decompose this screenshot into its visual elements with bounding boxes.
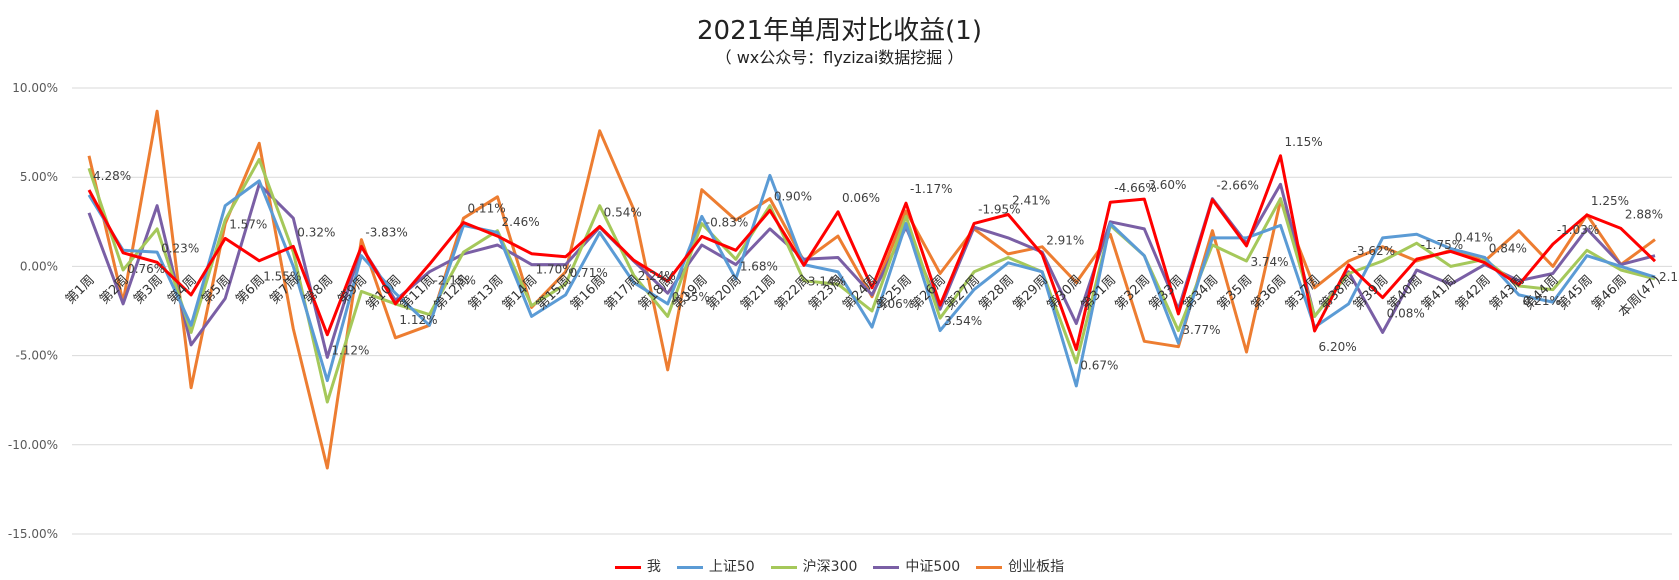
series-line-2: [87, 157, 1656, 404]
series-line-3: [87, 182, 1656, 359]
data-label: 2.88%: [1625, 207, 1663, 221]
y-tick-label: -15.00%: [8, 527, 58, 541]
legend-swatch: [976, 565, 1003, 569]
series-line-0: [87, 154, 1657, 351]
data-label: -3.83%: [365, 225, 407, 239]
x-tick-label: 第3周: [131, 273, 166, 308]
y-axis: 10.00% 5.00% 0.00% -5.00% -10.00% -15.00%: [8, 81, 58, 541]
legend-item: 中证500: [873, 556, 960, 576]
chart-subtitle: （ wx公众号：flyzizai数据挖掘 ）: [715, 48, 964, 67]
legend-swatch: [676, 565, 703, 569]
data-label: 2.13%: [1659, 270, 1679, 284]
line-chart: 10.00% 5.00% 0.00% -5.00% -10.00% -15.00% 4.2…: [8, 81, 1679, 541]
data-labels: 4.28% 0.76% 0.23% 1.57% 1.55% 0.32% 1.12% -3.83…: [93, 135, 1679, 373]
y-tick-label: -10.00%: [8, 438, 58, 452]
data-label: 0.06%: [842, 191, 880, 205]
data-label: -4.66%: [1114, 181, 1156, 195]
legend-label: 中证500: [905, 559, 961, 575]
data-label: 1.57%: [229, 217, 267, 231]
data-label: 0.84%: [1489, 242, 1527, 256]
y-tick-label: -5.00%: [16, 349, 58, 363]
x-tick-label: 第28周: [976, 273, 1017, 314]
x-tick-label: 第17周: [602, 273, 643, 314]
legend-label: 创业板指: [1008, 559, 1065, 575]
data-label: 0.11%: [467, 202, 505, 216]
data-label: 0.54%: [604, 205, 642, 219]
data-label: 3.60%: [1148, 178, 1186, 192]
series-line-4: [87, 109, 1656, 470]
legend-swatch: [770, 565, 797, 569]
data-label: 0.41%: [1455, 230, 1493, 244]
x-tick-label: 第21周: [738, 273, 779, 314]
data-label: 0.71%: [570, 266, 608, 280]
data-label: 1.15%: [1285, 135, 1323, 149]
data-label: 3.06%: [876, 297, 914, 311]
x-tick-label: 第20周: [704, 273, 745, 314]
data-label: 2.41%: [1012, 193, 1050, 207]
series-lines: [87, 109, 1657, 470]
y-tick-label: 5.00%: [20, 170, 58, 184]
data-label: -1.75%: [1421, 238, 1463, 252]
data-label: 0.32%: [297, 225, 335, 239]
legend-label: 上证50: [708, 559, 755, 575]
data-label: 6.20%: [1319, 340, 1357, 354]
data-label: 2.46%: [502, 215, 540, 229]
legend-item: 我: [614, 556, 661, 576]
data-label: -3.62%: [1353, 244, 1395, 258]
data-label: 2.24%: [638, 269, 676, 283]
data-label: 0.90%: [774, 189, 812, 203]
data-label: -0.83%: [706, 215, 748, 229]
x-tick-label: 第38周: [1317, 273, 1358, 314]
data-label: -2.66%: [1216, 179, 1258, 193]
data-label: -1.03%: [1557, 223, 1599, 237]
series-line-1: [87, 173, 1656, 388]
chart-title: 2021年单周对比收益(1): [697, 16, 982, 46]
data-label: -1.17%: [910, 182, 952, 196]
legend: 我 上证50 沪深300 中证500 创业板指: [0, 556, 1679, 576]
data-label: 2.91%: [1046, 233, 1084, 247]
legend-label: 我: [646, 559, 661, 575]
legend-item: 上证50: [676, 556, 755, 576]
data-label: 0.21%: [1523, 294, 1561, 308]
data-label: 3.14%: [808, 274, 846, 288]
legend-swatch: [614, 565, 641, 569]
y-tick-label: 10.00%: [12, 81, 58, 95]
gridlines: [72, 87, 1672, 535]
data-label: 3.74%: [1250, 255, 1288, 269]
data-label: 1.70%: [536, 263, 574, 277]
data-label: 0.08%: [1387, 307, 1425, 321]
data-label: 0.76%: [127, 262, 165, 276]
data-label: 1.25%: [1591, 194, 1629, 208]
data-label: 4.28%: [93, 169, 131, 183]
data-label: 0.67%: [1080, 359, 1118, 373]
data-label: 0.35%: [672, 290, 710, 304]
y-tick-label: 0.00%: [20, 259, 58, 273]
data-label: 3.77%: [1182, 323, 1220, 337]
data-label: 1.12%: [331, 344, 369, 358]
x-tick-label: 第29周: [1010, 273, 1051, 314]
x-tick-label: 第22周: [772, 273, 813, 314]
data-label: 1.55%: [263, 270, 301, 284]
x-tick-label: 第1周: [63, 273, 98, 308]
legend-item: 创业板指: [976, 556, 1064, 576]
data-label: 3.54%: [944, 314, 982, 328]
data-label: -1.95%: [978, 202, 1020, 216]
data-label: -2.15%: [433, 273, 475, 287]
data-label: 1.12%: [399, 313, 437, 327]
legend-swatch: [873, 565, 900, 569]
legend-item: 沪深300: [770, 556, 858, 576]
data-label: 0.23%: [161, 241, 199, 255]
legend-label: 沪深300: [802, 559, 858, 575]
data-label: 1.68%: [740, 259, 778, 273]
x-tick-label: 第36周: [1249, 273, 1290, 314]
